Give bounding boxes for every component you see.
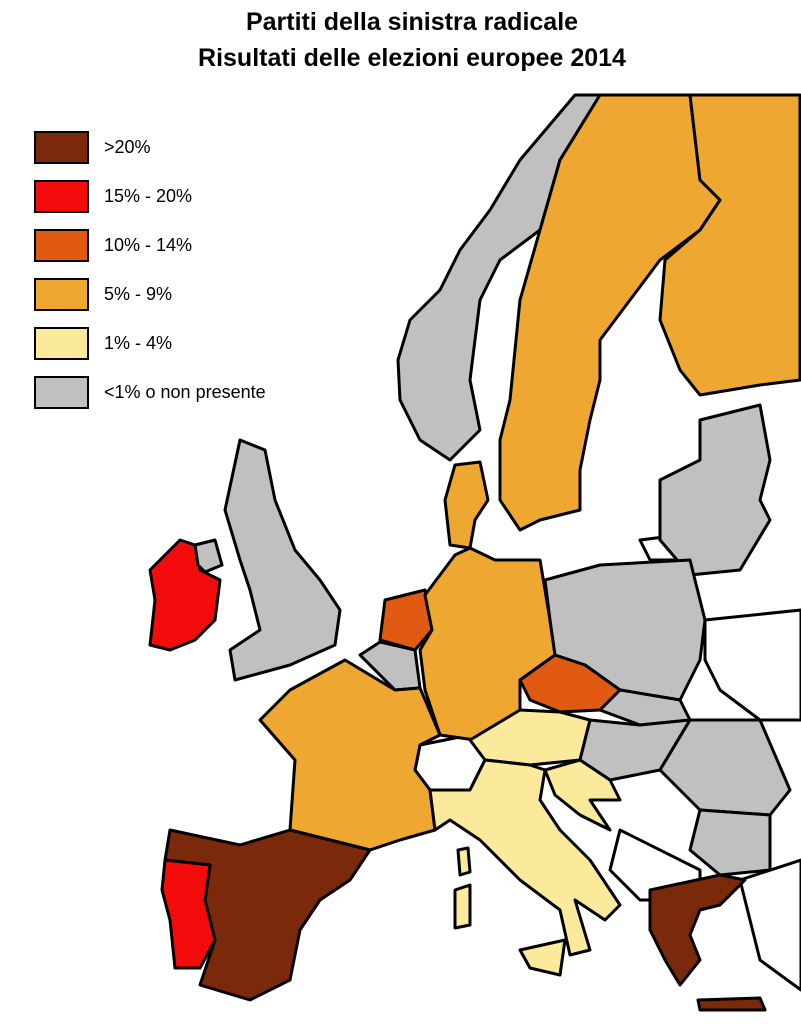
denmark [443, 460, 490, 550]
legend-swatch [34, 180, 89, 213]
region [703, 608, 801, 722]
n-ireland [193, 538, 224, 574]
bulgaria [688, 808, 772, 877]
title-line: Partiti della sinistra radicale [246, 8, 578, 36]
france [258, 658, 442, 852]
countries [148, 93, 801, 1012]
legend: >20% 15% - 20% 10% - 14% 5% - 9% 1% - 4% <1% … [34, 131, 266, 409]
legend-swatch [34, 278, 89, 311]
legend-label: 1% - 4% [104, 333, 172, 353]
netherlands [378, 588, 434, 652]
uk [223, 438, 342, 682]
baltics [658, 403, 772, 577]
corsica [456, 846, 472, 877]
legend-swatch [34, 376, 89, 409]
greece [648, 873, 747, 987]
legend-label: >20% [104, 137, 151, 157]
finland [658, 93, 801, 397]
legend-label: 5% - 9% [104, 284, 172, 304]
title-line: Risultati delle elezioni europee 2014 [198, 44, 626, 72]
legend-label: 15% - 20% [104, 186, 192, 206]
legend-label: <1% o non presente [104, 382, 266, 402]
legend-label: 10% - 14% [104, 235, 192, 255]
region [738, 858, 801, 992]
legend-swatch [34, 327, 89, 360]
belgium [358, 640, 422, 692]
sardinia [453, 883, 472, 930]
title: Partiti della sinistra radicale Risultat… [198, 8, 626, 72]
crete [696, 996, 767, 1012]
italy [428, 758, 622, 957]
sicily [518, 938, 567, 977]
slovakia [598, 688, 692, 727]
croatia [543, 758, 622, 832]
legend-swatch [34, 229, 89, 262]
legend-swatch [34, 131, 89, 164]
portugal [160, 858, 217, 970]
